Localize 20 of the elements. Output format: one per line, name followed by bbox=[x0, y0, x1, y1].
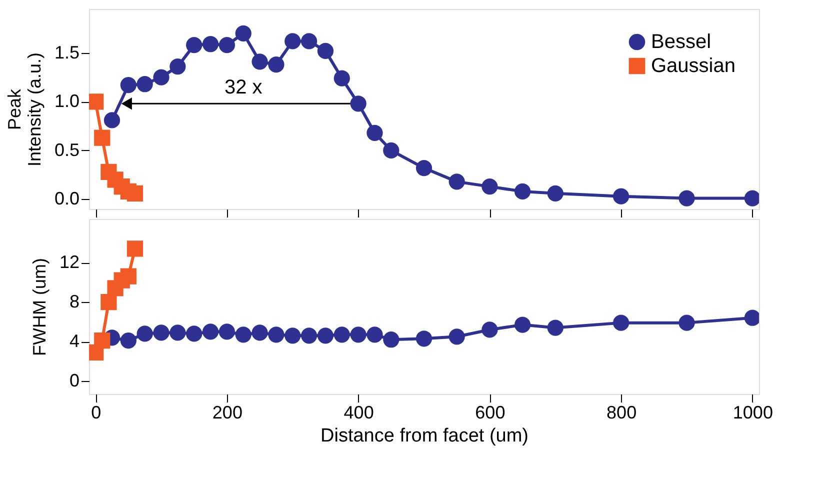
x-tick-label: 200 bbox=[212, 402, 242, 422]
x-axis-title: Distance from facet (um) bbox=[320, 426, 528, 446]
y-tick-label: 0 bbox=[69, 370, 80, 391]
x-tick-label: 800 bbox=[606, 402, 637, 422]
legend-label: Bessel bbox=[651, 31, 712, 53]
y-tick-label: 8 bbox=[69, 292, 80, 312]
y-tick-label: 0.5 bbox=[54, 140, 80, 160]
y-axis-title: Peak Intensity (a.u.) bbox=[4, 52, 44, 167]
y-axis-title: FWHM (um) bbox=[29, 258, 50, 356]
y-tick-label: 0.0 bbox=[54, 188, 80, 209]
x-tick-label: 400 bbox=[344, 402, 374, 422]
y-tick-label: 4 bbox=[69, 331, 80, 352]
x-tick-label: 0 bbox=[91, 402, 102, 422]
x-tick-label: 1000 bbox=[732, 402, 773, 422]
y-tick-label: 1.5 bbox=[54, 42, 80, 62]
x-tick-label: 600 bbox=[475, 402, 506, 422]
legend-label: Gaussian bbox=[651, 55, 736, 77]
y-tick-label: 1.0 bbox=[54, 91, 80, 112]
y-tick-label: 12 bbox=[59, 252, 80, 272]
annotation: 32 x bbox=[224, 76, 262, 99]
